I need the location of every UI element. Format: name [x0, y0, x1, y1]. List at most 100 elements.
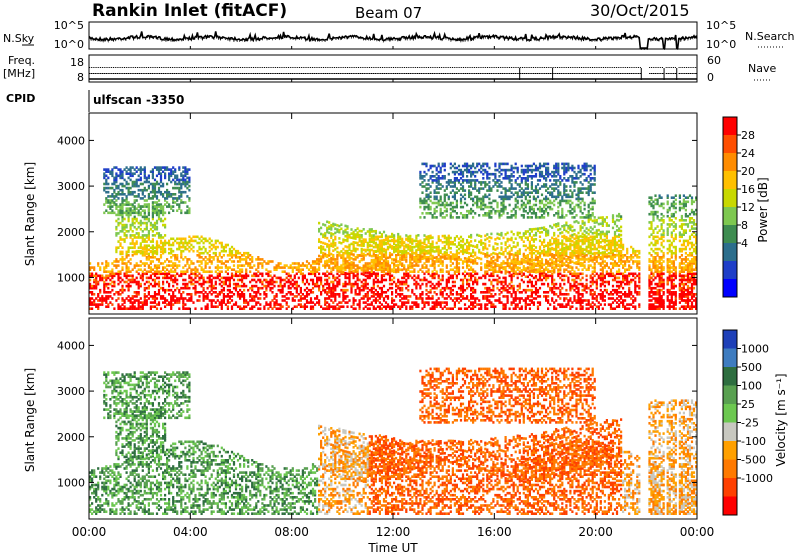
range-cell [470, 166, 473, 170]
range-cell [253, 299, 256, 302]
range-cell [407, 272, 410, 276]
range-cell [285, 301, 288, 304]
range-cell [425, 193, 428, 197]
nave-dot [448, 73, 450, 74]
range-cell [344, 251, 347, 255]
range-cell [157, 213, 161, 217]
range-cell [129, 193, 132, 196]
range-cell [141, 305, 144, 308]
freq-dot [586, 67, 588, 68]
range-cell [202, 278, 205, 282]
freq-dot [208, 67, 210, 68]
range-cell [427, 291, 430, 294]
range-cell [451, 257, 454, 260]
range-cell [186, 211, 189, 215]
range-cell [316, 282, 319, 286]
range-cell [135, 219, 138, 223]
range-cell [162, 242, 165, 245]
range-cell [113, 282, 116, 286]
range-cell [131, 303, 134, 306]
range-cell [127, 168, 130, 171]
range-cell [164, 288, 167, 292]
range-cell [145, 258, 148, 261]
range-cell [409, 245, 412, 248]
range-cell [435, 241, 438, 245]
freq-dot [534, 67, 536, 68]
range-cell [295, 272, 298, 276]
range-cell [324, 260, 327, 264]
range-cell [417, 254, 420, 258]
range-cell [338, 253, 341, 257]
range-cell [356, 278, 359, 282]
range-cell [170, 174, 173, 178]
range-cell [474, 185, 477, 188]
range-cell [314, 270, 317, 273]
range-cell [459, 168, 463, 172]
range-cell [172, 274, 175, 278]
range-cell [401, 286, 404, 290]
range-cell [318, 258, 321, 262]
range-cell [395, 248, 398, 251]
range-cell [457, 247, 461, 251]
range-cell [178, 205, 181, 208]
range-cell [326, 305, 329, 308]
nsky-label: N.Sky [3, 32, 35, 45]
range-cell [188, 211, 191, 215]
range-cell [141, 197, 144, 200]
freq-dot [116, 67, 118, 68]
range-cell [129, 211, 132, 215]
range-cell [431, 262, 434, 265]
range-cell [445, 187, 448, 190]
range-cell [293, 295, 296, 298]
range-cell [374, 275, 377, 278]
range-cell [439, 209, 442, 213]
range-cell [415, 236, 418, 240]
range-cell [457, 243, 461, 247]
range-cell [449, 276, 452, 280]
range-cell [166, 201, 169, 204]
range-cell [151, 211, 154, 215]
range-cell [135, 250, 138, 254]
range-cell [437, 297, 440, 300]
range-cell [344, 228, 347, 232]
range-cell [399, 261, 402, 264]
range-cell [354, 299, 357, 302]
range-cell [340, 301, 343, 304]
range-cell [451, 293, 454, 296]
range-cell [301, 278, 304, 282]
range-cell [105, 295, 108, 298]
range-cell [202, 258, 205, 261]
range-cell [449, 203, 452, 207]
range-cell [239, 251, 242, 255]
range-cell [342, 232, 345, 235]
range-cell [364, 269, 367, 272]
range-cell [378, 252, 381, 255]
range-cell [474, 261, 477, 265]
range-cell [239, 268, 242, 271]
nave-dot [232, 73, 235, 74]
range-cell [135, 280, 138, 284]
range-cell [457, 241, 461, 245]
range-cell [466, 209, 469, 213]
range-cell [474, 201, 477, 205]
range-cell [326, 262, 329, 265]
range-cell [437, 284, 440, 288]
range-cell [168, 195, 171, 198]
range-cell [463, 197, 467, 201]
range-cell [103, 172, 106, 175]
range-cell [139, 250, 142, 254]
nave-dot [311, 73, 314, 74]
range-cell [131, 246, 134, 249]
range-cell [415, 295, 418, 298]
range-cell [251, 299, 254, 302]
range-cell [289, 282, 292, 286]
range-cell [429, 199, 432, 203]
range-cell [135, 282, 138, 286]
range-cell [166, 264, 169, 267]
range-cell [356, 266, 359, 269]
range-cell [336, 284, 339, 288]
range-cell [113, 293, 116, 296]
range-cell [174, 182, 177, 186]
nave-dot [182, 73, 185, 74]
range-cell [364, 254, 367, 257]
